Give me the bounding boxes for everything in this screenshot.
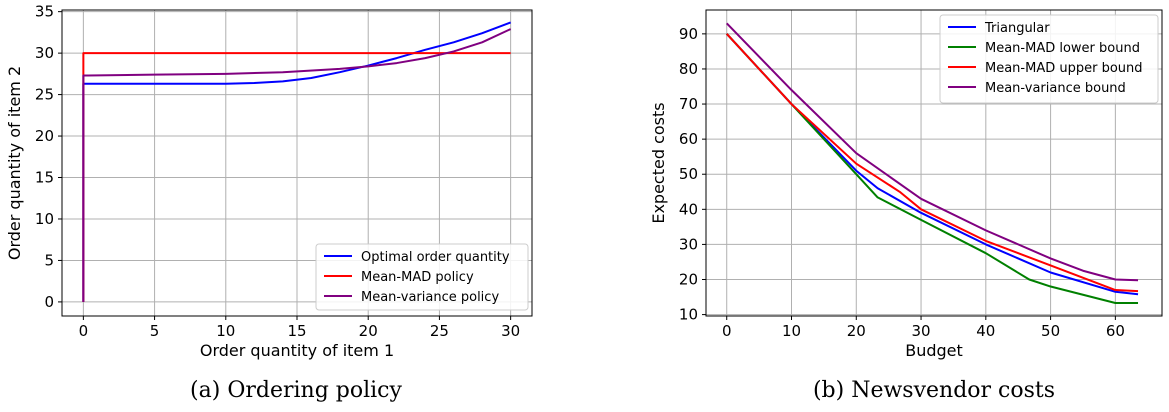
x-tick-label: 60 [1106,322,1125,340]
legend-entry: Triangular [984,21,1050,36]
legend-entry: Mean-MAD upper bound [985,61,1143,76]
plot-frame [705,9,1163,317]
x-tick-label: 50 [1041,322,1060,340]
x-axis-label: Order quantity of item 1 [200,341,394,360]
x-tick-label: 20 [359,322,378,340]
legend: Triangular Mean-MAD lower bound Mean-MAD u… [939,14,1159,104]
series-line-mean-mad-lower-bound [725,33,1139,305]
series-line-mean-variance-policy [82,28,512,302]
newsvendor-costs-chart: 0 10 20 30 40 50 60 10 20 30 40 50 60 70 80 90 Budget Exp… [649,9,1163,403]
y-tick-label: 90 [679,25,698,43]
legend-entry: Mean-MAD lower bound [985,41,1140,56]
figure-caption: (b) Newsvendor costs [813,378,1055,403]
y-tick-label: 0 [44,293,54,311]
legend-entry: Mean-variance bound [985,81,1126,96]
y-tick-label: 60 [679,130,698,148]
y-tick-label: 30 [35,44,54,62]
series-line-optimal-order-quantity [82,21,511,302]
legend: Optimal order quantity Mean-MAD policy Mea… [315,243,529,311]
x-tick-label: 30 [501,322,520,340]
y-axis-label: Order quantity of item 2 [5,66,24,260]
y-tick-label: 30 [679,235,698,253]
y-tick-label: 35 [35,3,54,21]
x-tick-label: 25 [430,322,449,340]
x-tick-label: 0 [79,322,89,340]
x-axis-label: Budget [905,341,963,360]
x-tick-label: 15 [287,322,306,340]
series-line-mean-variance-bound [726,22,1139,282]
y-tick-label: 25 [35,86,54,104]
y-tick-label: 20 [679,271,698,289]
figure-caption: (a) Ordering policy [190,378,402,403]
series-group [725,22,1139,305]
y-tick-label: 50 [679,165,698,183]
y-tick-label: 15 [35,169,54,187]
x-tick-label: 5 [150,322,160,340]
y-tick-label: 80 [679,60,698,78]
y-tick-label: 10 [35,210,54,228]
legend-entry: Mean-variance policy [361,290,499,305]
legend-box [315,243,529,311]
legend-entry: Mean-MAD policy [361,270,474,285]
legend-box [939,14,1159,104]
series-line-mean-mad-upper-bound [725,33,1139,293]
x-tick-label: 40 [976,322,995,340]
y-axis-label: Expected costs [649,102,668,223]
y-tick-label: 40 [679,200,698,218]
y-tick-label: 20 [35,127,54,145]
y-tick-label: 10 [679,306,698,324]
x-tick-label: 0 [722,322,732,340]
series-group [82,21,512,302]
x-tick-label: 20 [847,322,866,340]
legend-entry: Optimal order quantity [361,250,510,265]
y-tick-label: 70 [679,95,698,113]
ordering-policy-chart: 0 5 10 15 20 25 30 0 5 10 15 20 25 30 35 Order quantity… [5,3,533,403]
x-tick-label: 10 [782,322,801,340]
x-tick-label: 30 [911,322,930,340]
x-tick-label: 10 [216,322,235,340]
y-tick-label: 5 [44,251,54,269]
